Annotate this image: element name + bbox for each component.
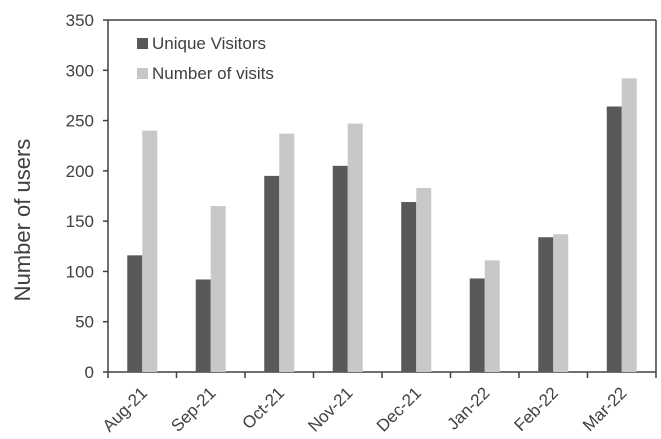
x-tick-label: Sep-21 <box>167 383 219 435</box>
legend-swatch <box>137 68 148 79</box>
x-tick-label: Aug-21 <box>99 383 151 435</box>
bar-number-of-visits-nov-21 <box>347 123 363 373</box>
bar-unique-visitors-aug-21 <box>127 255 143 372</box>
x-axis-ticks: Aug-21 Sep-21 Oct-21 Nov-21 Dec-21 Jan-22 Feb-… <box>99 372 657 436</box>
y-tick-label: 200 <box>66 162 94 181</box>
bar-unique-visitors-nov-21 <box>332 165 348 372</box>
bar-unique-visitors-mar-22 <box>606 106 622 373</box>
x-tick-label: Nov-21 <box>304 383 356 435</box>
y-tick-label: 350 <box>66 11 94 30</box>
bar-series <box>127 78 637 373</box>
legend-label: Unique Visitors <box>152 34 266 53</box>
bar-unique-visitors-sep-21 <box>195 279 211 372</box>
y-axis-ticks: 0 50 100 150 200 250 300 350 <box>66 11 108 382</box>
legend-label: Number of visits <box>152 64 274 83</box>
bar-number-of-visits-aug-21 <box>142 130 158 372</box>
x-tick-label: Mar-22 <box>579 383 631 435</box>
y-tick-label: 300 <box>66 61 94 80</box>
bar-number-of-visits-jan-22 <box>484 260 500 372</box>
y-tick-label: 250 <box>66 112 94 131</box>
bar-number-of-visits-oct-21 <box>279 133 295 372</box>
x-tick-label: Jan-22 <box>443 383 493 433</box>
y-tick-label: 100 <box>66 262 94 281</box>
bar-unique-visitors-feb-22 <box>538 237 554 372</box>
bar-number-of-visits-feb-22 <box>553 234 569 372</box>
y-tick-label: 0 <box>85 363 94 382</box>
bar-number-of-visits-sep-21 <box>210 206 226 372</box>
y-axis-title: Number of users <box>10 139 35 302</box>
bar-unique-visitors-jan-22 <box>469 278 485 372</box>
bar-number-of-visits-mar-22 <box>621 78 637 373</box>
bar-unique-visitors-dec-21 <box>401 202 417 372</box>
x-tick-label: Dec-21 <box>373 383 425 435</box>
bar-unique-visitors-oct-21 <box>264 175 280 372</box>
y-tick-label: 150 <box>66 212 94 231</box>
x-tick-label: Oct-21 <box>239 383 289 433</box>
legend: Unique Visitors Number of visits <box>137 34 274 83</box>
x-tick-label: Feb-22 <box>511 383 563 435</box>
legend-swatch <box>137 38 148 49</box>
y-tick-label: 50 <box>75 313 94 332</box>
bar-number-of-visits-dec-21 <box>416 187 432 372</box>
